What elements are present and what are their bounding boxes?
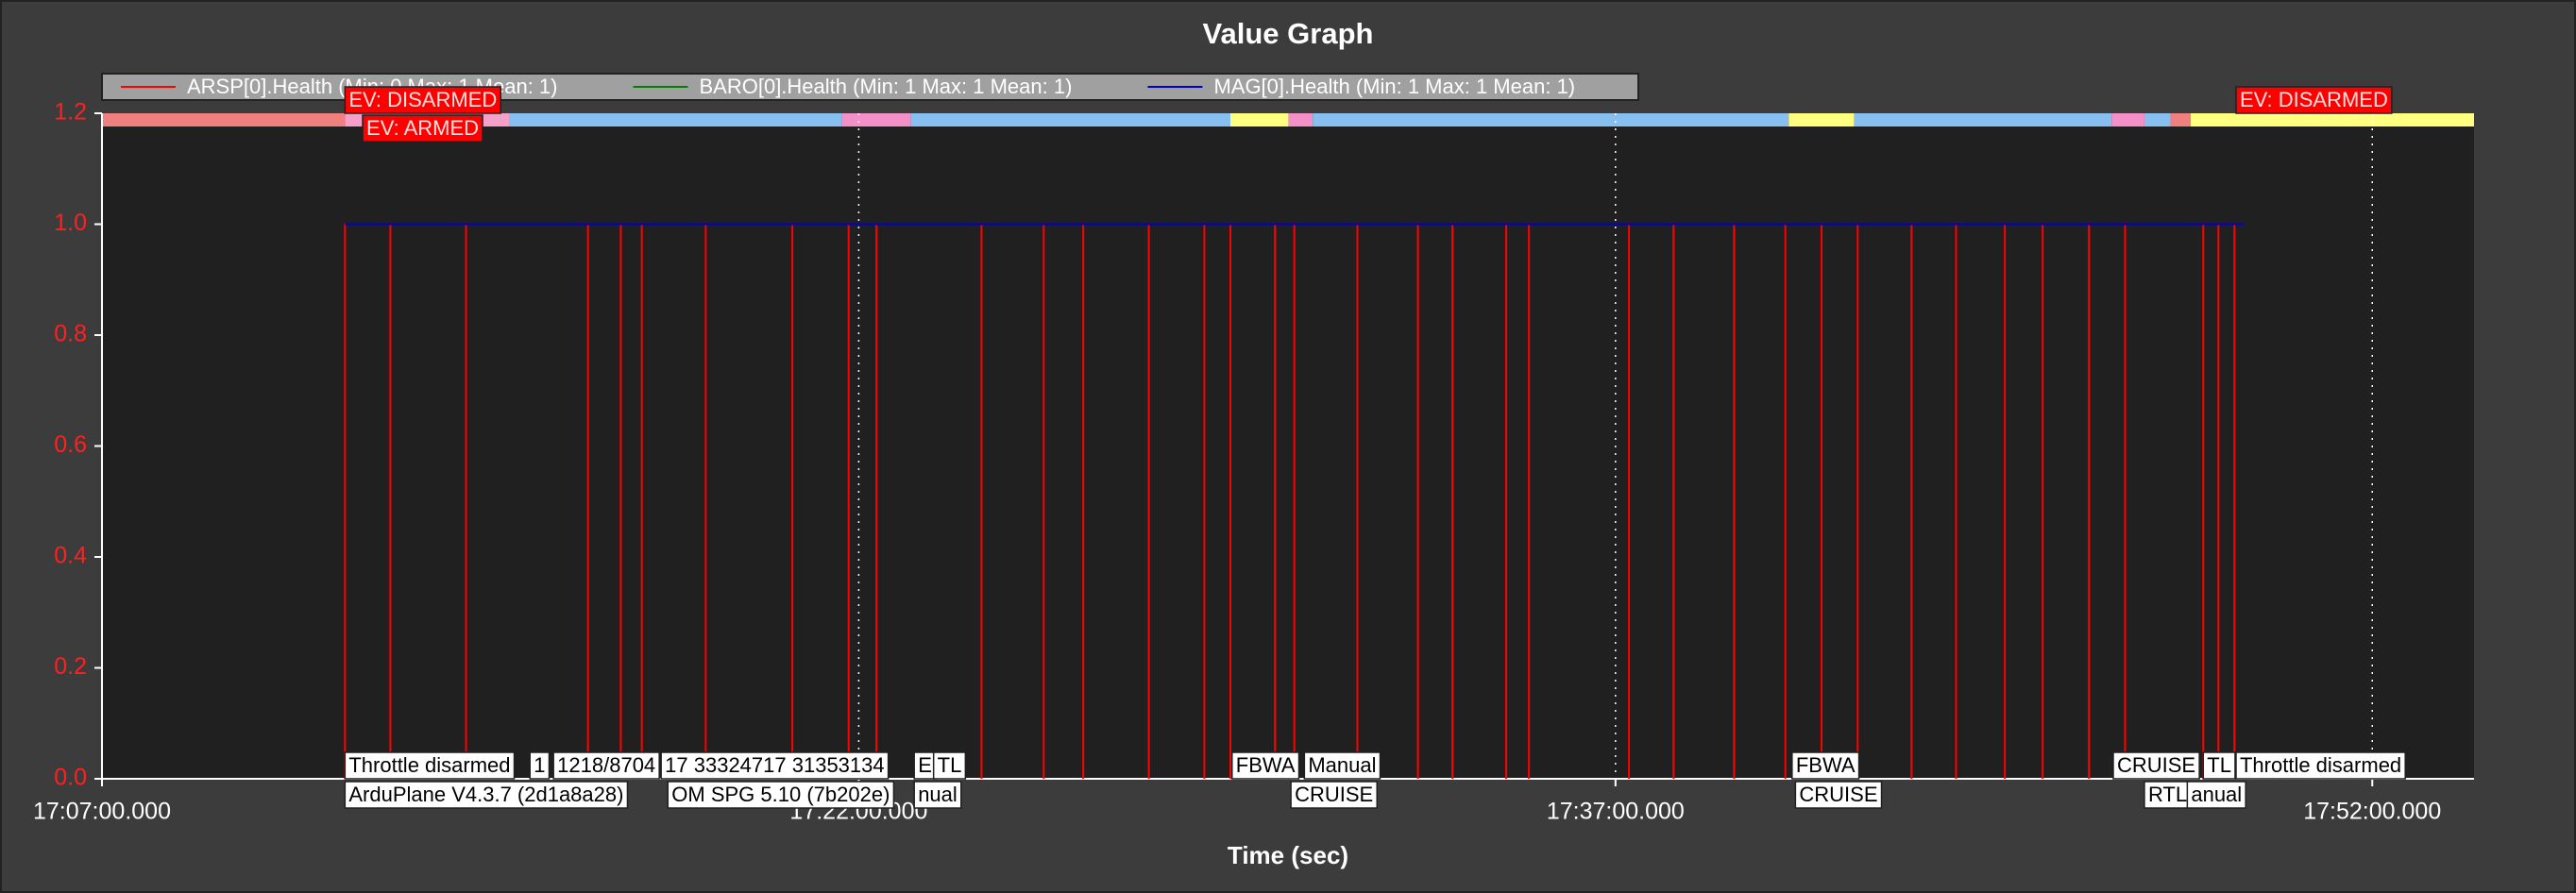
legend-label: BARO[0].Health (Min: 1 Max: 1 Mean: 1) bbox=[700, 75, 1073, 98]
legend: ARSP[0].Health (Min: 0 Max: 1 Mean: 1)BA… bbox=[101, 73, 1639, 101]
mode-band bbox=[1288, 113, 1313, 126]
mode-label: FBWA bbox=[1231, 751, 1300, 780]
mode-label-text: anual bbox=[2191, 783, 2242, 806]
event-label: EV: ARMED bbox=[362, 114, 483, 143]
mode-label-text: ArduPlane V4.3.7 (2d1a8a28) bbox=[348, 783, 623, 806]
event-label: EV: DISARMED bbox=[344, 86, 501, 114]
mode-label: RTL bbox=[2144, 781, 2192, 809]
event-label-text: EV: DISARMED bbox=[348, 88, 497, 111]
mode-label-box bbox=[913, 781, 962, 809]
mode-label: Throttle disarmed bbox=[344, 751, 516, 780]
mode-label-text: Throttle disarmed bbox=[348, 753, 510, 777]
mode-label: ArduPlane V4.3.7 (2d1a8a28) bbox=[344, 781, 629, 809]
mode-label-box bbox=[1290, 781, 1378, 809]
mode-band bbox=[1854, 113, 2112, 126]
mode-label: FBWA bbox=[1791, 751, 1860, 780]
mode-label: CRUISE bbox=[2112, 751, 2200, 780]
y-tick-label: 0.4 bbox=[54, 543, 87, 569]
y-tick-label: 0.6 bbox=[54, 431, 87, 458]
mode-label-text: 1218/8704 bbox=[557, 753, 655, 777]
mode-label-text: TL bbox=[2207, 753, 2231, 777]
mode-band bbox=[2190, 113, 2474, 126]
mode-label-box bbox=[529, 751, 551, 780]
mode-label: 1 bbox=[529, 751, 551, 780]
event-label-box bbox=[362, 114, 483, 143]
mode-label-text: FBWA bbox=[1796, 753, 1856, 777]
mode-label-box bbox=[667, 781, 895, 809]
mode-label-box bbox=[660, 751, 890, 780]
mode-band bbox=[2144, 113, 2171, 126]
mode-band bbox=[841, 113, 911, 126]
event-label-text: EV: ARMED bbox=[366, 116, 479, 140]
event-label-box bbox=[344, 86, 501, 114]
mode-label: anual bbox=[2186, 781, 2246, 809]
mode-band bbox=[910, 113, 1231, 126]
mode-band bbox=[2111, 113, 2144, 126]
plot-area bbox=[102, 113, 2474, 779]
mode-band bbox=[102, 113, 346, 126]
mode-label: E bbox=[913, 751, 937, 780]
event-label: EV: DISARMED bbox=[2235, 86, 2393, 114]
mode-label-box bbox=[1303, 751, 1381, 780]
mode-label-box bbox=[552, 751, 660, 780]
mode-band bbox=[2170, 113, 2191, 126]
mode-label: TL bbox=[2202, 751, 2236, 780]
mode-label: Manual bbox=[1303, 751, 1381, 780]
event-label-text: EV: DISARMED bbox=[2240, 88, 2388, 111]
mode-label-text: CRUISE bbox=[2117, 753, 2195, 777]
mode-label-text: OM SPG 5.10 (7b202e) bbox=[671, 783, 890, 806]
mode-label: nual bbox=[913, 781, 962, 809]
y-tick-label: 0.0 bbox=[54, 765, 87, 791]
mode-label: CRUISE bbox=[1290, 781, 1378, 809]
mode-label-text: CRUISE bbox=[1799, 783, 1877, 806]
mode-label-box bbox=[1231, 751, 1300, 780]
mode-band bbox=[508, 113, 842, 126]
mode-label-text: CRUISE bbox=[1295, 783, 1373, 806]
mode-label: Throttle disarmed bbox=[2235, 751, 2406, 780]
mode-band bbox=[1230, 113, 1289, 126]
mode-label-box bbox=[1794, 781, 1883, 809]
chart-title: Value Graph bbox=[1203, 17, 1374, 50]
y-tick-label: 1.0 bbox=[54, 210, 87, 236]
mode-label-box bbox=[344, 781, 629, 809]
mode-label-text: Manual bbox=[1308, 753, 1376, 777]
mode-label-text: Throttle disarmed bbox=[2240, 753, 2401, 777]
mode-label-box bbox=[2112, 751, 2200, 780]
x-axis-label: Time (sec) bbox=[1228, 841, 1348, 869]
mode-label-text: TL bbox=[938, 753, 962, 777]
mode-label-box bbox=[2186, 781, 2246, 809]
mode-label-box bbox=[932, 751, 967, 780]
mode-label-box bbox=[2235, 751, 2406, 780]
mode-label-box bbox=[2144, 781, 2192, 809]
mode-label-box bbox=[344, 751, 516, 780]
x-tick-label: 17:52:00.000 bbox=[2303, 799, 2441, 825]
mode-band bbox=[1313, 113, 1789, 126]
mode-label: CRUISE bbox=[1794, 781, 1883, 809]
mode-label-text: nual bbox=[918, 783, 958, 806]
legend-label: MAG[0].Health (Min: 1 Max: 1 Mean: 1) bbox=[1213, 75, 1575, 98]
y-tick-label: 0.2 bbox=[54, 653, 87, 680]
mode-label: 17 33324717 31353134 bbox=[660, 751, 890, 780]
mode-label: OM SPG 5.10 (7b202e) bbox=[667, 781, 895, 809]
mode-label-text: 1 bbox=[534, 753, 545, 777]
mode-label-text: 17 33324717 31353134 bbox=[665, 753, 884, 777]
mode-label-text: RTL bbox=[2148, 783, 2187, 806]
mode-label-text: E bbox=[918, 753, 932, 777]
mode-label-text: FBWA bbox=[1236, 753, 1296, 777]
mode-band bbox=[1788, 113, 1855, 126]
event-label-box bbox=[2235, 86, 2393, 114]
x-tick-label: 17:07:00.000 bbox=[33, 799, 171, 825]
mode-label-box bbox=[2202, 751, 2236, 780]
y-tick-label: 0.8 bbox=[54, 321, 87, 347]
mode-label-box bbox=[1791, 751, 1860, 780]
y-tick-label: 1.2 bbox=[54, 99, 87, 126]
mode-label: TL bbox=[932, 751, 967, 780]
x-tick-label: 17:37:00.000 bbox=[1547, 799, 1685, 825]
mode-label: 1218/8704 bbox=[552, 751, 660, 780]
